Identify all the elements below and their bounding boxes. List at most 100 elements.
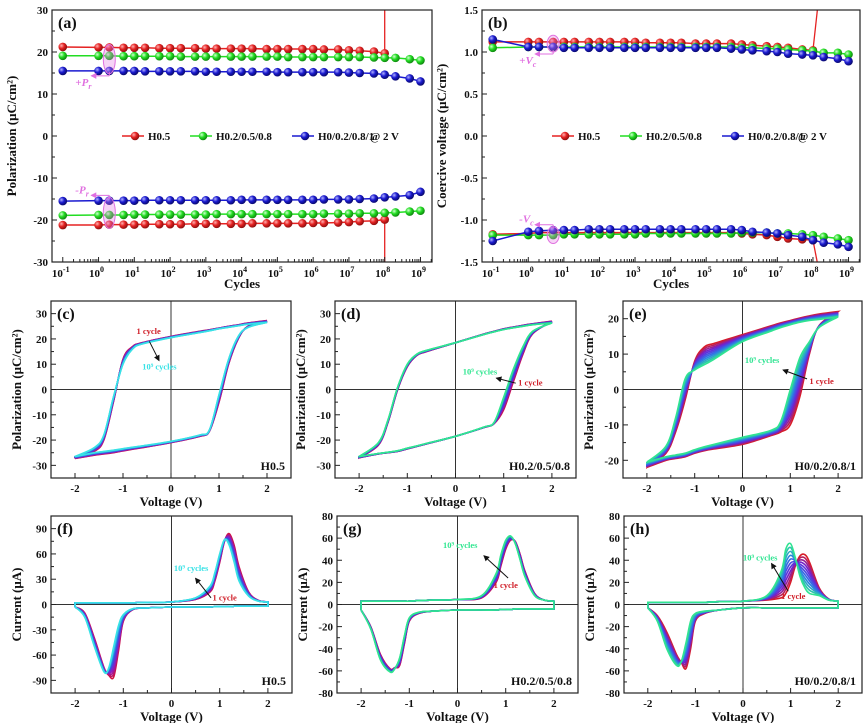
annotation-symbol: P	[79, 184, 86, 196]
tick-exponent: 7	[350, 265, 354, 274]
data-point	[262, 67, 271, 77]
data-point	[783, 49, 793, 58]
data-point	[226, 44, 236, 53]
y-tick-label: -60	[32, 650, 47, 662]
data-point	[405, 54, 415, 64]
tick-exponent: 3	[207, 265, 211, 274]
y-tick-label: 90	[36, 524, 48, 536]
data-point	[155, 67, 164, 76]
y-tick-label: -80	[605, 688, 620, 700]
data-point	[319, 52, 329, 62]
last-cycle-label: 10⁹ cycles	[174, 563, 209, 573]
data-point	[344, 195, 354, 204]
x-tick-label: -1	[119, 698, 128, 710]
x-axis-label: Voltage (V)	[712, 709, 775, 723]
data-point	[783, 230, 793, 240]
last-cycle-label: 10⁹ cycles	[743, 552, 778, 562]
y-tick-label: 60	[609, 533, 621, 545]
data-point	[140, 219, 150, 229]
panel-label: (a)	[58, 15, 77, 32]
data-point	[212, 52, 221, 61]
data-point	[344, 46, 354, 55]
legend-label: H0.5	[148, 131, 171, 143]
data-point	[140, 195, 150, 205]
data-point	[105, 210, 114, 220]
y-tick-label: 20	[320, 334, 332, 346]
y-tick-label: 80	[322, 511, 334, 523]
data-point	[176, 219, 186, 229]
data-point	[808, 235, 818, 245]
data-point	[94, 51, 103, 61]
data-point	[416, 187, 425, 197]
data-point	[620, 43, 629, 53]
data-point	[844, 242, 853, 252]
data-point	[201, 44, 211, 53]
data-point	[226, 219, 236, 229]
annotation-sign: -	[75, 184, 79, 196]
tick-exponent: 9	[422, 265, 426, 274]
x-axis-label: Voltage (V)	[424, 494, 487, 509]
data-point	[248, 52, 257, 61]
x-tick-label: 1	[788, 698, 794, 710]
data-point	[273, 219, 282, 228]
data-point	[559, 225, 569, 235]
data-point	[140, 51, 150, 61]
annotation-ellipse	[102, 196, 116, 229]
annotation-symbol: V	[525, 55, 534, 67]
tick-exponent: 8	[386, 265, 390, 274]
x-tick-label: 2	[551, 698, 557, 710]
y-tick-label: -10	[33, 173, 48, 185]
x-tick-label: -2	[357, 698, 367, 710]
x-tick-label: 109	[411, 265, 426, 280]
y-tick-label: 0.0	[464, 131, 478, 143]
y-tick-label: -30	[32, 625, 47, 637]
y-tick-label: 30	[36, 309, 48, 321]
x-axis-label: Voltage (V)	[140, 494, 203, 509]
data-point	[369, 53, 379, 62]
tick-exponent: 4	[243, 265, 247, 274]
legend: H0.5 H0.2/0.5/0.8 H0/0.2/0.8/1@ 2 V	[122, 131, 399, 143]
plot-frame	[50, 515, 293, 694]
data-point	[130, 210, 139, 219]
x-tick-label: 109	[839, 265, 854, 280]
data-point	[190, 43, 200, 53]
data-point	[833, 54, 843, 64]
y-tick-label: 30	[36, 574, 48, 586]
y-tick-label: 60	[322, 533, 334, 545]
y-tick-label: 0	[615, 600, 621, 612]
y-tick-label: 30	[320, 309, 332, 321]
y-tick-label: 0	[42, 385, 48, 397]
data-point	[605, 43, 615, 53]
sample-name: H0/0.2/0.8/1	[795, 674, 856, 688]
y-tick-label: -60	[318, 666, 333, 678]
data-point	[844, 50, 853, 59]
legend-marker	[130, 131, 140, 141]
tick-exponent: 0	[100, 265, 104, 274]
data-point	[283, 219, 293, 228]
y-tick-label: -20	[33, 215, 48, 227]
tick-base: 10	[89, 268, 101, 280]
x-tick-label: 106	[304, 265, 319, 280]
legend-marker	[560, 131, 570, 141]
data-point	[677, 224, 686, 234]
data-point	[283, 209, 293, 219]
x-tick-label: 0	[453, 483, 459, 495]
y-tick-label: 40	[609, 555, 621, 567]
data-point	[380, 193, 390, 202]
x-tick-label: 108	[375, 265, 390, 280]
data-point	[355, 68, 365, 78]
y-tick-label: -40	[605, 644, 620, 656]
data-point	[333, 209, 343, 218]
data-point	[584, 224, 594, 234]
x-tick-label: 108	[803, 265, 818, 280]
data-point	[58, 66, 68, 76]
annotation-subscript: c	[530, 219, 534, 228]
legend-note: @ 2 V	[798, 131, 827, 143]
plot-area: 1 cycle 10⁹ cycles	[335, 301, 576, 478]
tick-exponent: 2	[172, 265, 176, 274]
plot-area: +Vc-Vc	[488, 10, 853, 262]
data-point	[369, 208, 379, 218]
first-cycle-label: 1 cycle	[136, 326, 161, 336]
y-tick-label: -20	[316, 435, 331, 447]
y-tick-label: -10	[32, 410, 47, 422]
